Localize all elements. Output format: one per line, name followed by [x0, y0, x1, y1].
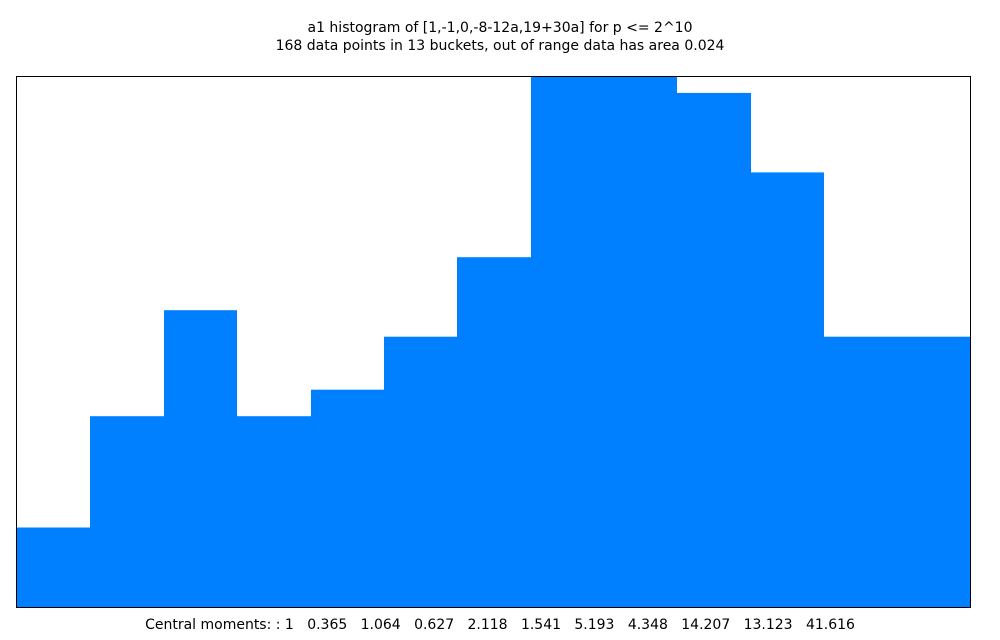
histogram-bar	[677, 92, 751, 607]
histogram-bar	[531, 77, 604, 607]
histogram-bar	[751, 172, 824, 607]
histogram-bar	[824, 336, 971, 607]
central-moment-value: 14.207	[667, 617, 731, 633]
chart-subtitle: 168 data points in 13 buckets, out of ra…	[275, 38, 725, 54]
histogram-bar	[457, 257, 531, 607]
central-moment-value: 1.064	[347, 617, 401, 633]
plot-frame	[16, 76, 971, 608]
histogram-bars	[17, 77, 971, 607]
histogram-bar	[604, 77, 677, 607]
central-moments-line: Central moments: : 1 0.365 1.064 0.627 2…	[0, 616, 1000, 634]
central-moments-label: Central moments: : 1	[145, 617, 294, 633]
central-moment-value: 0.627	[400, 617, 455, 633]
chart-title: a1 histogram of [1,-1,0,-8-12a,19+30a] f…	[307, 20, 693, 36]
histogram-bar	[384, 336, 457, 607]
central-moment-value: 41.616	[792, 617, 855, 633]
central-moment-value: 5.193	[561, 617, 615, 633]
central-moments-values: 0.365 1.064 0.627 2.118 1.541 5.193 4.34…	[294, 617, 855, 633]
central-moment-value: 0.365	[293, 617, 348, 633]
histogram-bar	[17, 527, 90, 607]
central-moment-value: 1.541	[507, 617, 562, 633]
histogram-bar	[311, 389, 384, 607]
central-moment-value: 13.123	[730, 617, 793, 633]
histogram-bar	[164, 310, 237, 607]
histogram-bar	[237, 416, 311, 607]
central-moment-value: 4.348	[614, 617, 668, 633]
histogram-bar	[90, 416, 164, 607]
central-moment-value: 2.118	[454, 617, 508, 633]
